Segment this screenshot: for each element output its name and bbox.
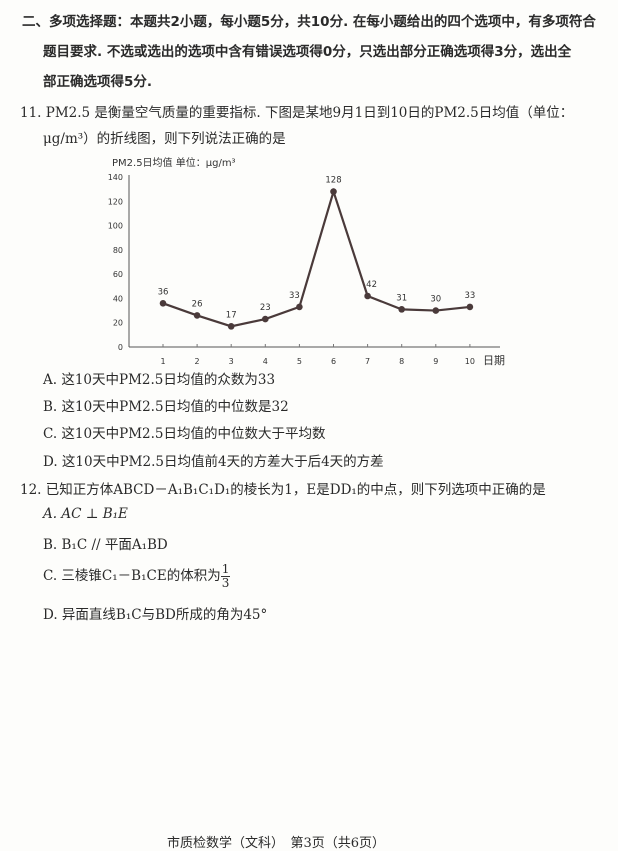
q11-stem-line-1: 11. PM2.5 是衡量空气质量的重要指标. 下图是某地9月1日到10日的PM… xyxy=(20,105,574,121)
section-header-line-2: 题目要求. 不选或选出的选项中含有错误选项得0分，只选出部分正确选项得3分，选出… xyxy=(43,44,572,60)
y-tick-label: 20 xyxy=(113,319,123,328)
x-tick-label: 3 xyxy=(229,357,234,366)
chart-xlabel: 日期 xyxy=(483,354,505,367)
data-point xyxy=(262,315,269,323)
data-label: 36 xyxy=(158,287,169,297)
data-point xyxy=(193,312,201,319)
x-tick-label: 2 xyxy=(195,357,200,366)
q12-option-a: A. AC ⊥ B₁E xyxy=(43,506,128,522)
series-line xyxy=(162,187,471,328)
x-tick-label: 5 xyxy=(297,357,302,366)
data-label: 30 xyxy=(430,295,441,305)
y-tick-label: 140 xyxy=(108,173,123,182)
data-point xyxy=(330,188,337,195)
chart-title: PM2.5日均值 单位：μg/m³ xyxy=(112,156,236,169)
q11-stem-line-2: μg/m³）的折线图，则下列说法正确的是 xyxy=(43,131,286,147)
section-header-line-3: 部正确选项得5分. xyxy=(43,74,153,90)
y-tick-label: 0 xyxy=(118,343,123,352)
y-tick-label: 100 xyxy=(108,222,123,231)
data-label: 128 xyxy=(325,176,341,186)
page-footer: 市质检数学（文科） 第3页（共6页） xyxy=(167,836,386,851)
x-tick-label: 9 xyxy=(433,357,438,366)
q11-option-b: B. 这10天中PM2.5日均值的中位数是32 xyxy=(43,399,289,415)
data-label: 33 xyxy=(289,291,300,301)
data-point xyxy=(159,299,167,307)
q12-option-c: C. 三棱锥C₁－B₁CE的体积为 1 3 xyxy=(43,562,231,590)
data-label: 23 xyxy=(260,303,271,313)
q12-option-d: D. 异面直线B₁C与BD所成的角为45° xyxy=(43,607,268,623)
data-point xyxy=(296,303,303,311)
q12-stem: 12. 已知正方体ABCD－A₁B₁C₁D₁的棱长为1，E是DD₁的中点，则下列… xyxy=(20,482,546,498)
data-label: 33 xyxy=(464,291,475,301)
data-point xyxy=(466,303,474,311)
data-label: 17 xyxy=(226,310,237,320)
fraction-numerator: 1 xyxy=(220,562,231,577)
y-tick-label: 40 xyxy=(113,294,123,303)
q11-option-d: D. 这10天中PM2.5日均值前4天的方差大于后4天的方差 xyxy=(43,454,384,470)
data-point xyxy=(227,323,235,330)
data-point xyxy=(432,307,440,314)
y-tick-label: 120 xyxy=(108,197,123,206)
x-tick-label: 7 xyxy=(365,357,370,366)
section-header-line-1: 二、多项选择题：本题共2小题，每小题5分，共10分. 在每小题给出的四个选项中，… xyxy=(22,14,596,30)
pm25-line-chart: PM2.5日均值 单位：μg/m³ 日期 0 20 40 60 80 100 120 140 1… xyxy=(108,156,505,367)
data-point xyxy=(398,306,406,313)
x-tick-label: 10 xyxy=(465,357,475,366)
q11-option-c: C. 这10天中PM2.5日均值的中位数大于平均数 xyxy=(43,426,326,442)
fraction-denominator: 3 xyxy=(221,576,230,590)
x-tick-label: 1 xyxy=(160,357,165,366)
data-label: 31 xyxy=(396,293,407,303)
y-tick-label: 60 xyxy=(113,270,123,279)
data-label: 42 xyxy=(366,280,377,290)
q11-option-a: A. 这10天中PM2.5日均值的众数为33 xyxy=(43,372,276,388)
x-tick-label: 6 xyxy=(331,357,336,366)
x-tick-label: 4 xyxy=(263,357,268,366)
data-point xyxy=(364,292,371,300)
data-label: 26 xyxy=(192,299,203,309)
x-tick-label: 8 xyxy=(399,357,404,366)
y-tick-label: 80 xyxy=(113,246,123,255)
q12-option-c-text: C. 三棱锥C₁－B₁CE的体积为 xyxy=(43,568,221,584)
q12-option-b: B. B₁C // 平面A₁BD xyxy=(43,537,168,553)
